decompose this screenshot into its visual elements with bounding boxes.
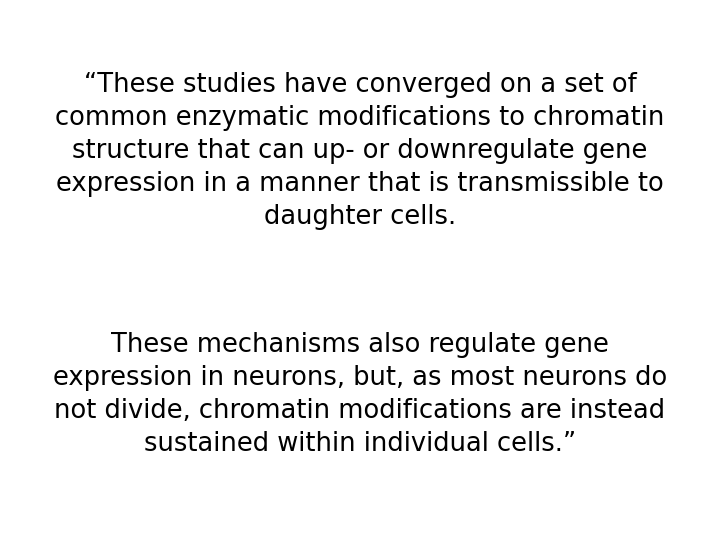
Text: These mechanisms also regulate gene
expression in neurons, but, as most neurons : These mechanisms also regulate gene expr…: [53, 332, 667, 457]
Text: “These studies have converged on a set of
common enzymatic modifications to chro: “These studies have converged on a set o…: [55, 72, 665, 230]
